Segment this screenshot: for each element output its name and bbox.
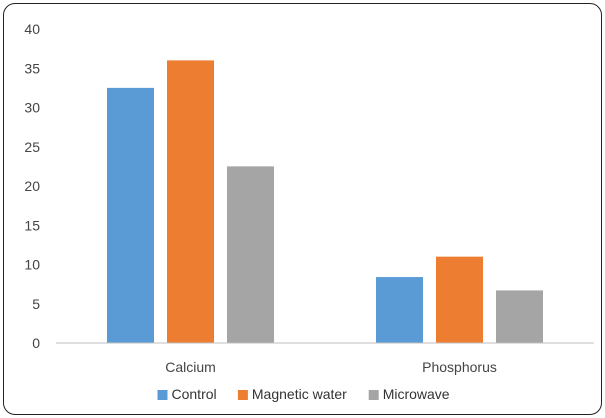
legend: Control Magnetic water Microwave: [157, 386, 450, 402]
y-tick-label-2: 10: [24, 257, 40, 273]
y-axis-ticks: 0 5 10 15 20 25 30 35 40: [24, 21, 40, 351]
legend-label-0: Control: [172, 386, 217, 402]
y-tick-label-5: 25: [24, 139, 40, 155]
bar-calcium-magnetic-water: [167, 60, 214, 344]
bar-chart: 0 5 10 15 20 25 30 35 40 Calcium Phosphorus Contr…: [24, 21, 594, 402]
x-axis-ticks: Calcium Phosphorus: [165, 359, 497, 375]
y-tick-label-8: 40: [24, 21, 40, 37]
y-tick-label-1: 5: [32, 296, 40, 312]
y-tick-label-7: 35: [24, 60, 40, 76]
y-tick-label-4: 20: [24, 178, 40, 194]
bars: [107, 60, 543, 344]
legend-swatch-0: [157, 390, 168, 400]
legend-label-2: Microwave: [383, 386, 450, 402]
bar-phosphorus-control: [376, 277, 423, 343]
chart-frame: 0 5 10 15 20 25 30 35 40 Calcium Phosphorus Contr…: [3, 3, 602, 415]
x-tick-label-0: Calcium: [165, 359, 216, 375]
x-tick-label-1: Phosphorus: [422, 359, 497, 375]
legend-swatch-2: [368, 390, 379, 400]
legend-swatch-1: [237, 390, 248, 400]
y-tick-label-0: 0: [32, 335, 40, 351]
y-tick-label-3: 15: [24, 217, 40, 233]
bar-calcium-control: [107, 87, 154, 343]
y-tick-label-6: 30: [24, 100, 40, 116]
bar-phosphorus-microwave: [496, 290, 543, 343]
legend-label-1: Magnetic water: [252, 386, 347, 402]
bar-phosphorus-magnetic-water: [436, 256, 483, 343]
bar-calcium-microwave: [227, 166, 274, 343]
